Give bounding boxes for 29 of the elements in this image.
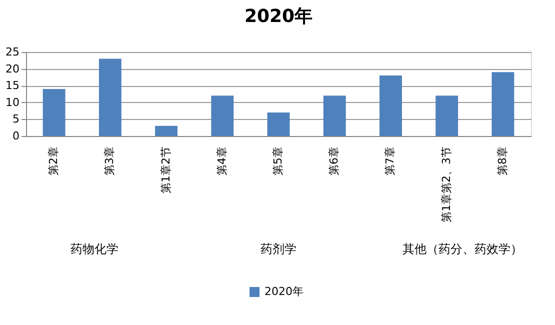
x-tick-label: 第1章2节	[159, 146, 172, 194]
text: 药物化学	[70, 242, 118, 256]
text: 药剂学	[260, 242, 296, 256]
bar	[380, 76, 402, 136]
chart-title: 2020年	[244, 6, 313, 27]
text: 其他（药分、药效学）	[402, 242, 523, 256]
x-tick-label: 第4章	[215, 146, 228, 176]
legend-label: 2020年	[264, 285, 304, 298]
y-tick-label: 25	[6, 46, 20, 58]
y-tick-label: 5	[12, 112, 20, 126]
y-tick-label: 10	[6, 96, 20, 109]
x-tick-label: 第6章	[328, 146, 341, 176]
x-tick-label: 第7章	[384, 146, 397, 176]
bar	[98, 58, 122, 136]
bar	[267, 112, 290, 136]
x-tick-label: 第2章	[47, 146, 60, 176]
x-tick-label: 第5章	[272, 146, 284, 176]
bar	[155, 126, 178, 136]
y-tick-label: 20	[6, 62, 20, 76]
bar	[492, 72, 514, 136]
x-tick-label: 第3章	[103, 146, 116, 176]
x-tick-label: 第1章第2、3节	[440, 146, 453, 222]
bar	[436, 96, 458, 136]
bar	[323, 96, 346, 136]
x-tick-label: 第8章	[496, 146, 509, 176]
bar	[42, 88, 66, 136]
y-tick-label: 15	[6, 79, 20, 92]
bar	[211, 96, 234, 136]
y-tick-label: 0	[12, 130, 20, 142]
